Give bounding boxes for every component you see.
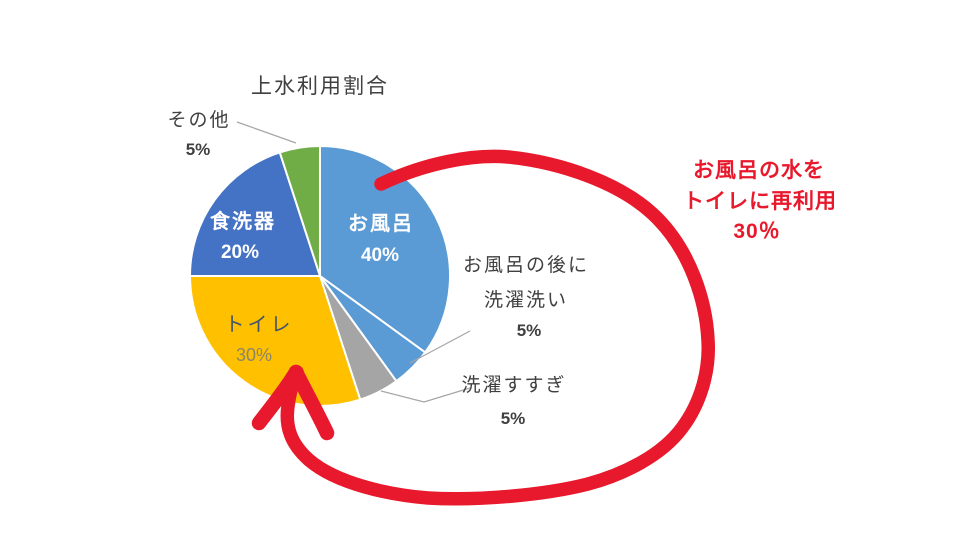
pie-chart xyxy=(189,145,452,407)
slice-label-other: その他 xyxy=(167,109,230,131)
slice-value-bath: 40% xyxy=(361,245,399,266)
pie-slice-0 xyxy=(319,145,452,354)
pie-slice-4 xyxy=(189,151,321,277)
slice-value-toilet: 30% xyxy=(236,345,272,365)
slice-value-dishwasher: 20% xyxy=(221,242,259,263)
slice-value-other: 5% xyxy=(186,140,211,159)
slice-label-laundry-rinse: 洗濯すすぎ xyxy=(461,374,566,396)
red-arrow-head-right-prong xyxy=(288,364,335,441)
slice-label-dishwasher: 食洗器 xyxy=(210,209,276,233)
annotation-line2: トイレに再利用 xyxy=(683,190,837,213)
leader-line-laundry-wash xyxy=(409,330,471,364)
slice-label-bath: お風呂 xyxy=(348,212,414,235)
chart-title: 上水利用割合 xyxy=(251,75,389,98)
pie-slice-3 xyxy=(189,275,362,407)
annotation-line1: お風呂の水を xyxy=(693,159,825,182)
slice-value-laundry-wash: 5% xyxy=(517,321,542,340)
slice-label-laundry-wash-line2: 洗濯洗い xyxy=(484,289,568,311)
slice-value-laundry-rinse: 5% xyxy=(501,409,526,428)
pie-slice-5 xyxy=(278,145,321,277)
slice-label-toilet: トイレ xyxy=(225,314,294,336)
slice-label-laundry-wash-line1: お風呂の後に xyxy=(463,254,589,276)
leader-line-laundry-rinse xyxy=(380,387,471,403)
leader-line-other xyxy=(236,121,297,144)
annotation-line3: 30％ xyxy=(733,220,780,243)
red-arrow-shaft xyxy=(280,149,715,506)
